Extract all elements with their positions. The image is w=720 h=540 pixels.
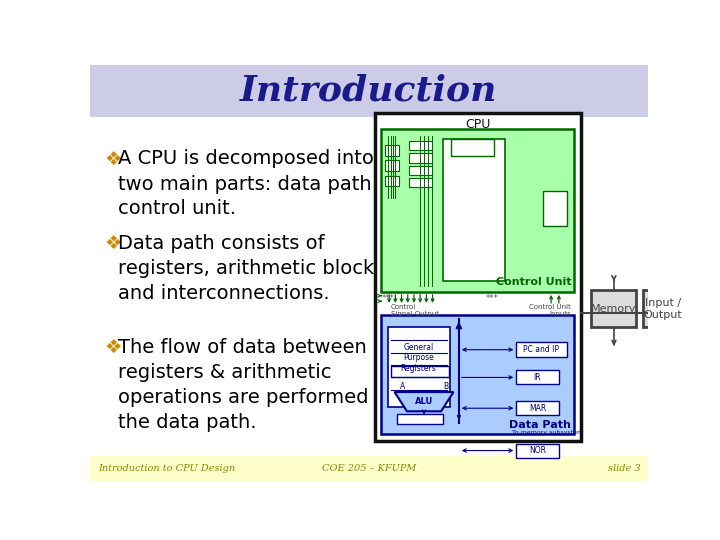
FancyBboxPatch shape: [408, 141, 432, 150]
Text: Input /
Output: Input / Output: [644, 298, 682, 320]
Text: IR: IR: [534, 373, 541, 382]
FancyBboxPatch shape: [90, 65, 648, 117]
FancyBboxPatch shape: [444, 139, 505, 281]
Text: ❖: ❖: [104, 150, 122, 168]
Text: ***: ***: [485, 294, 498, 302]
FancyBboxPatch shape: [385, 176, 399, 186]
FancyBboxPatch shape: [397, 414, 444, 423]
FancyBboxPatch shape: [385, 145, 399, 156]
FancyBboxPatch shape: [642, 291, 683, 327]
Text: To memory subsystem: To memory subsystem: [513, 430, 583, 435]
Text: Data path consists of
registers, arithmetic blocks
and interconnections.: Data path consists of registers, arithme…: [118, 234, 384, 303]
Text: Introduction: Introduction: [240, 74, 498, 108]
Text: slide 3: slide 3: [608, 464, 640, 473]
Text: MAR: MAR: [529, 404, 546, 413]
Text: Control Unit
Inputs: Control Unit Inputs: [529, 304, 571, 318]
FancyBboxPatch shape: [375, 113, 580, 441]
Text: Control Unit: Control Unit: [496, 278, 571, 287]
Text: ❖: ❖: [104, 234, 122, 253]
Text: ALU: ALU: [415, 397, 433, 406]
FancyBboxPatch shape: [516, 370, 559, 384]
FancyBboxPatch shape: [382, 315, 575, 434]
FancyBboxPatch shape: [90, 456, 648, 481]
Polygon shape: [395, 392, 454, 411]
FancyBboxPatch shape: [516, 401, 559, 415]
Text: ❖: ❖: [104, 338, 122, 357]
Text: General
Purpose
Registers: General Purpose Registers: [401, 343, 436, 373]
FancyBboxPatch shape: [544, 191, 567, 226]
Text: CPU: CPU: [465, 118, 490, 131]
FancyBboxPatch shape: [408, 178, 432, 187]
FancyBboxPatch shape: [408, 166, 432, 175]
Text: The flow of data between
registers & arithmetic
operations are performed in
the : The flow of data between registers & ari…: [118, 338, 392, 432]
Text: COE 205 – KFUPM: COE 205 – KFUPM: [322, 464, 416, 473]
Text: Control
Signal Output: Control Signal Output: [391, 304, 438, 318]
FancyBboxPatch shape: [516, 342, 567, 357]
Text: Memory: Memory: [591, 304, 636, 314]
Text: PC and IP: PC and IP: [523, 345, 559, 354]
Text: A: A: [400, 381, 405, 390]
FancyBboxPatch shape: [451, 139, 494, 156]
FancyBboxPatch shape: [591, 291, 636, 327]
FancyBboxPatch shape: [387, 327, 449, 408]
FancyBboxPatch shape: [382, 129, 575, 292]
FancyBboxPatch shape: [408, 153, 432, 163]
Text: A CPU is decomposed into
two main parts: data path &
control unit.: A CPU is decomposed into two main parts:…: [118, 150, 393, 219]
FancyBboxPatch shape: [516, 444, 559, 457]
FancyBboxPatch shape: [385, 160, 399, 171]
Text: Data Path: Data Path: [510, 420, 571, 430]
Text: Introduction to CPU Design: Introduction to CPU Design: [98, 464, 235, 473]
Text: B: B: [444, 381, 449, 390]
FancyBboxPatch shape: [391, 366, 449, 377]
Text: ***: ***: [382, 294, 394, 302]
Text: NOR: NOR: [529, 446, 546, 455]
